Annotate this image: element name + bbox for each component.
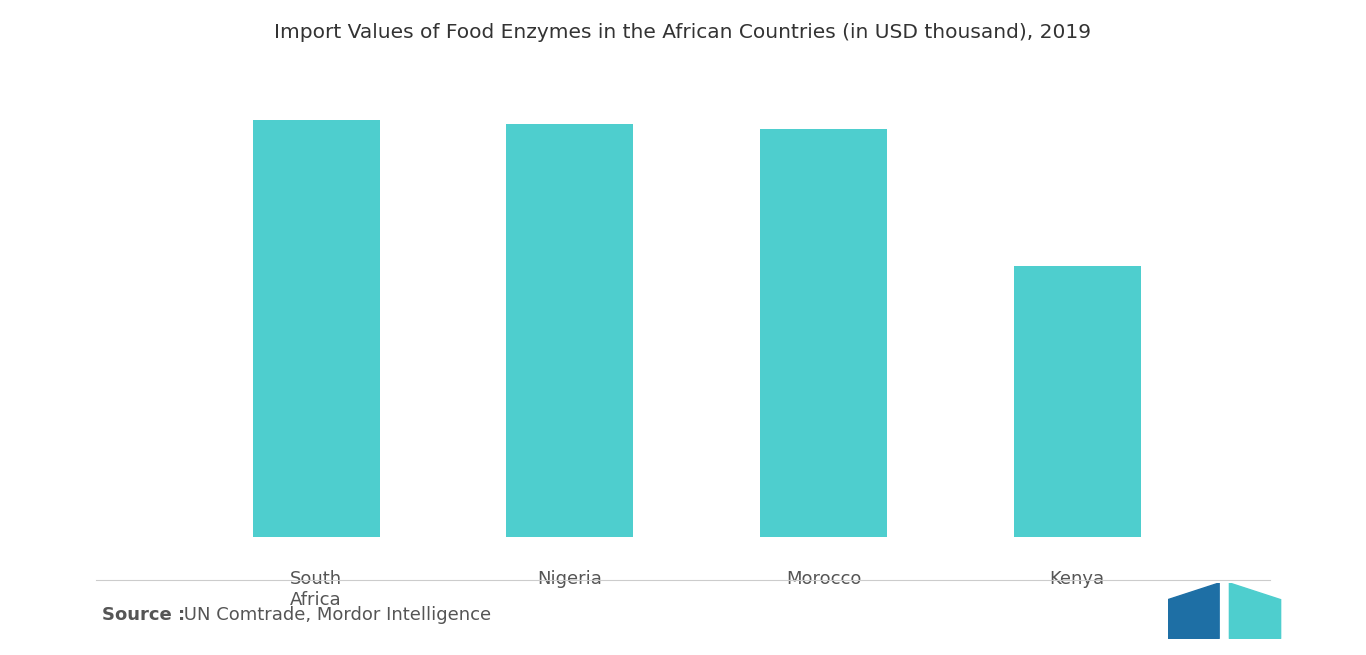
Bar xyxy=(253,121,380,537)
Text: Kenya: Kenya xyxy=(1049,571,1105,588)
Text: UN Comtrade, Mordor Intelligence: UN Comtrade, Mordor Intelligence xyxy=(178,606,490,624)
Text: Morocco: Morocco xyxy=(785,571,861,588)
Text: Source :: Source : xyxy=(102,606,186,624)
Bar xyxy=(507,124,634,537)
Bar xyxy=(1014,266,1141,537)
Text: Nigeria: Nigeria xyxy=(537,571,602,588)
Text: South
Africa: South Africa xyxy=(290,571,343,609)
Polygon shape xyxy=(1229,583,1281,639)
Text: Import Values of Food Enzymes in the African Countries (in USD thousand), 2019: Import Values of Food Enzymes in the Afr… xyxy=(275,23,1091,42)
Polygon shape xyxy=(1168,583,1218,639)
Bar xyxy=(759,128,887,537)
